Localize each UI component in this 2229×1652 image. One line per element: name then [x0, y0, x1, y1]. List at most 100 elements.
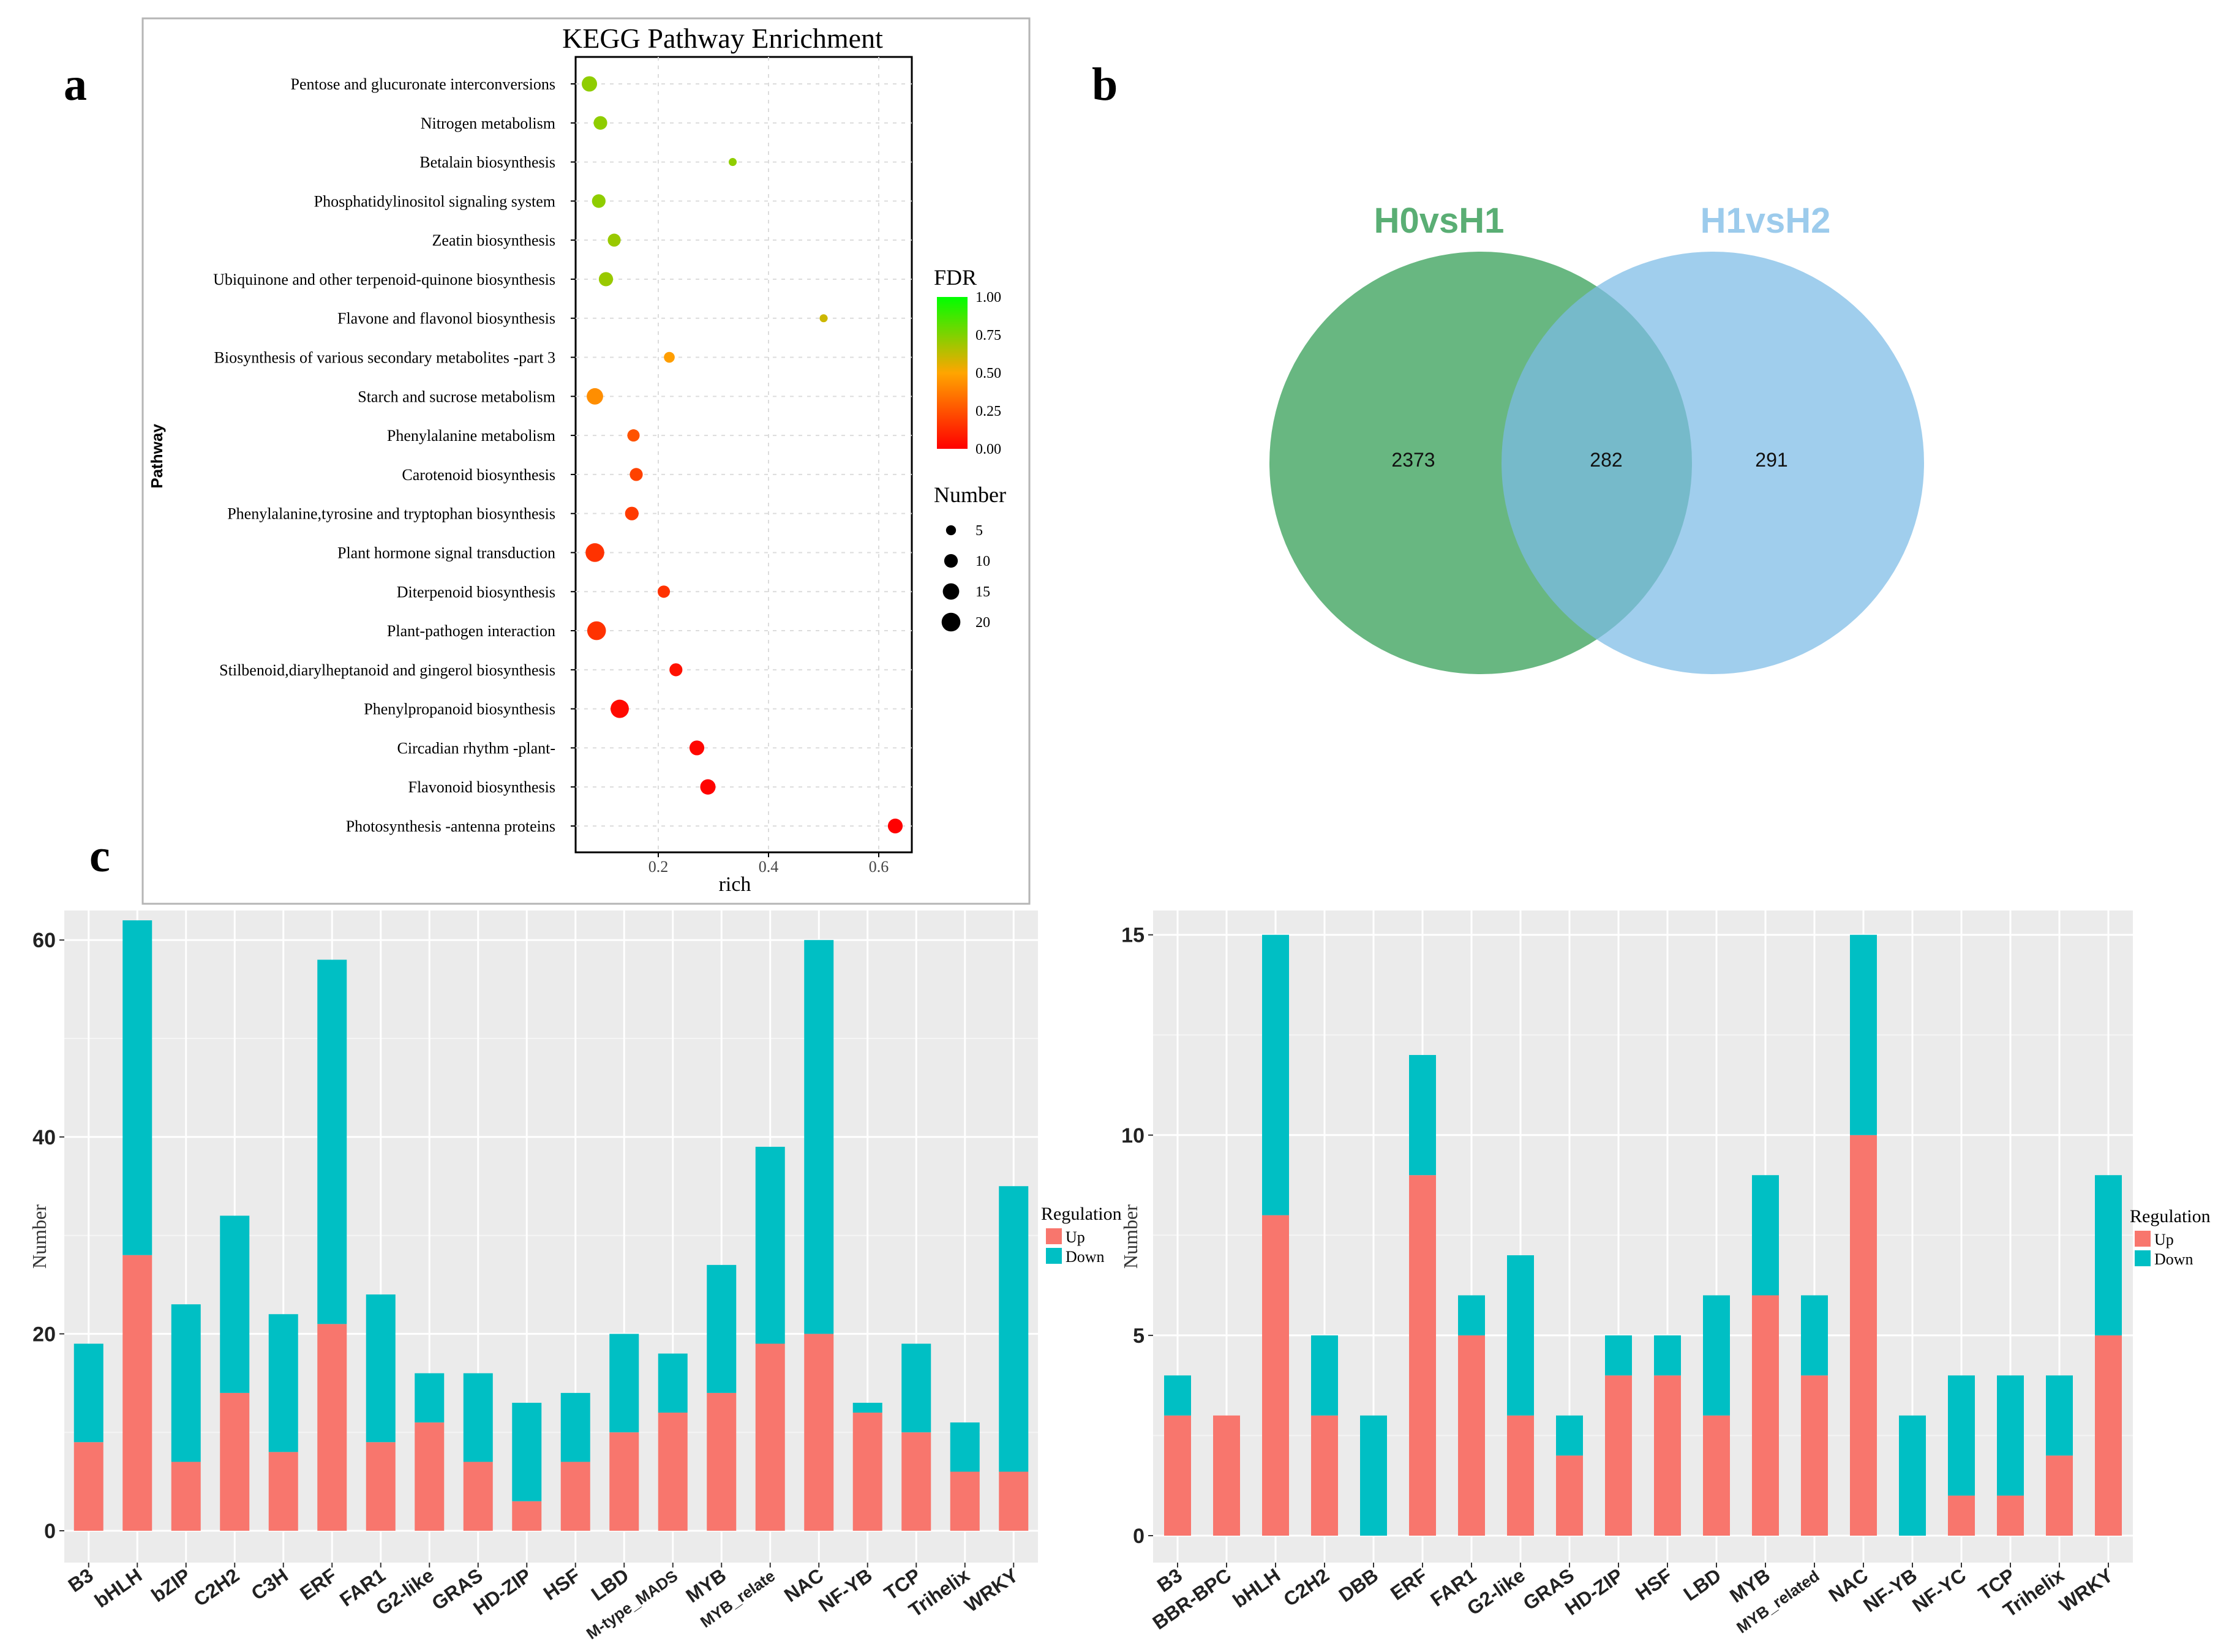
bar-up-myb [707, 1392, 737, 1531]
pathway-label-biosynthesis-of-various-secondary-metabolites-part-3: Biosynthesis of various secondary metabo… [214, 349, 555, 367]
legend-label-up: Up [1066, 1228, 1085, 1246]
chart-title: KEGG Pathway Enrichment [562, 23, 883, 54]
bubble-diterpenoid-biosynthesis [657, 585, 671, 598]
x-tick-label-wrky: WRKY [961, 1564, 1023, 1616]
x-tick-label: 0.2 [648, 858, 669, 876]
x-tick-label-m-type-mads: M-type_MADS [583, 1566, 681, 1643]
bar-up-wrky [2095, 1335, 2122, 1536]
x-tick-label-nf-yb: NF-YB [1859, 1564, 1921, 1616]
bar-up-far1 [366, 1442, 396, 1531]
bar-up-bhlh [122, 1255, 152, 1531]
bar-down-m-type-mads [658, 1353, 688, 1413]
x-tick-label-b3: B3 [64, 1564, 97, 1596]
number-legend-circle [941, 612, 961, 632]
bar-up-b3 [1164, 1415, 1191, 1536]
y-tick-label: 0 [1133, 1525, 1145, 1548]
bar-up-myb-relate [755, 1343, 785, 1531]
bubble-betalain-biosynthesis [728, 158, 737, 167]
bar-down-far1 [1458, 1295, 1485, 1335]
bar-down-b3 [1164, 1375, 1191, 1416]
bar-down-gras [1556, 1415, 1583, 1456]
bar-up-lbd [1703, 1415, 1730, 1536]
y-tick-label: 5 [1133, 1324, 1145, 1348]
bar-up-c2h2 [1311, 1415, 1338, 1536]
pathway-label-carotenoid-biosynthesis: Carotenoid biosynthesis [402, 466, 555, 484]
bar-up-myb [1752, 1295, 1779, 1536]
bar-down-c2h2 [1311, 1335, 1338, 1416]
bubble-zeatin-biosynthesis [607, 233, 621, 247]
bubble-flavonoid-biosynthesis [700, 779, 716, 795]
y-tick-label: 60 [32, 929, 56, 952]
bar-up-hsf [560, 1462, 590, 1531]
bar-up-m-type-mads [658, 1413, 688, 1531]
bar-up-c3h [268, 1452, 298, 1531]
bar-up-far1 [1458, 1335, 1485, 1536]
bubble-stilbenoid-diarylheptanoid-and-gingerol-biosynthesis [669, 663, 683, 677]
bar-down-trihelix [950, 1422, 980, 1472]
fdr-legend-tick: 0.25 [975, 404, 1001, 419]
x-tick-label-nf-yc: NF-YC [1908, 1564, 1970, 1616]
bubble-phenylalanine-metabolism [627, 429, 640, 442]
pathway-label-stilbenoid-diarylheptanoid-and-gingerol-biosynthesis: Stilbenoid,diarylheptanoid and gingerol … [219, 661, 555, 679]
pathway-label-phosphatidylinositol-signaling-system: Phosphatidylinositol signaling system [314, 192, 555, 210]
bar-up-trihelix [2046, 1455, 2073, 1536]
bar-down-myb-relate [755, 1146, 785, 1344]
bar-up-erf [1409, 1175, 1436, 1536]
bar-up-trihelix [950, 1471, 980, 1531]
bar-down-myb [1752, 1175, 1779, 1296]
bubble-carotenoid-biosynthesis [630, 468, 643, 481]
venn-count-h1vsh2-only: 291 [1755, 449, 1787, 471]
bar-down-hd-zip [1605, 1335, 1632, 1376]
bar-down-g2-like [1507, 1255, 1534, 1416]
legend-title: Regulation [1041, 1204, 1122, 1224]
bar-up-tcp [1997, 1495, 2024, 1536]
bar-down-wrky [999, 1186, 1029, 1472]
bubble-biosynthesis-of-various-secondary-metabolites-part-3 [664, 351, 675, 363]
bubble-starch-and-sucrose-metabolism [587, 388, 603, 405]
bar-down-hsf [1654, 1335, 1681, 1376]
number-legend-label: 20 [975, 615, 990, 631]
x-tick-label-bhlh: bHLH [91, 1564, 146, 1612]
venn-diagram-panel: H0vsH1 H1vsH2 2373 282 291 [1269, 201, 1924, 674]
pathway-label-phenylalanine-metabolism: Phenylalanine metabolism [387, 427, 555, 445]
bar-up-gras [1556, 1455, 1583, 1536]
bubble-phosphatidylinositol-signaling-system [592, 194, 606, 208]
bar-up-g2-like [1507, 1415, 1534, 1536]
x-tick-label-bzip: bZIP [147, 1564, 194, 1606]
kegg-enrichment-panel: KEGG Pathway Enrichment 0.2 0.4 0.6 Pentose … [141, 17, 1031, 905]
bubble-photosynthesis-antenna-proteins [887, 818, 903, 834]
bar-down-wrky [2095, 1175, 2122, 1335]
number-legend-circle [942, 583, 960, 600]
x-tick-label-dbb: DBB [1335, 1564, 1382, 1606]
venn-count-h0vsh1-only: 2373 [1391, 449, 1435, 471]
bar-down-nac [1850, 934, 1877, 1135]
bar-up-tcp [901, 1432, 931, 1531]
bar-up-bhlh [1262, 1215, 1289, 1536]
pathway-label-phenylalanine-tyrosine-and-tryptophan-biosynthesis: Phenylalanine,tyrosine and tryptophan bi… [227, 505, 555, 523]
bar-down-hsf [560, 1392, 590, 1462]
pathway-label-betalain-biosynthesis: Betalain biosynthesis [419, 154, 555, 171]
number-legend-title: Number [934, 482, 1006, 507]
plot-background [64, 910, 1038, 1563]
number-legend-label: 15 [975, 584, 990, 600]
bar-up-myb-related [1801, 1375, 1828, 1536]
number-legend-label: 10 [975, 554, 990, 569]
bar-up-hd-zip [1605, 1375, 1632, 1536]
bar-down-myb [707, 1264, 737, 1393]
venn-set-label-h1vsh2: H1vsH2 [1701, 201, 1831, 241]
venn-set-label-h0vsh1: H0vsH1 [1374, 201, 1505, 241]
x-tick-label-erf: ERF [1386, 1564, 1431, 1604]
bar-up-b3 [73, 1442, 103, 1531]
x-tick-label-hsf: HSF [539, 1564, 584, 1604]
bar-up-hsf [1654, 1375, 1681, 1536]
x-tick-label: 0.6 [869, 858, 889, 876]
venn-count-overlap: 282 [1590, 449, 1622, 471]
bar-down-nf-yb [1899, 1415, 1926, 1536]
bar-down-erf [317, 959, 347, 1324]
bubble-phenylalanine-tyrosine-and-tryptophan-biosynthesis [625, 506, 639, 520]
legend-key-up [2135, 1231, 2151, 1247]
bar-down-trihelix [2046, 1375, 2073, 1456]
bar-up-nac [804, 1334, 834, 1531]
bar-down-nf-yc [1948, 1375, 1975, 1496]
